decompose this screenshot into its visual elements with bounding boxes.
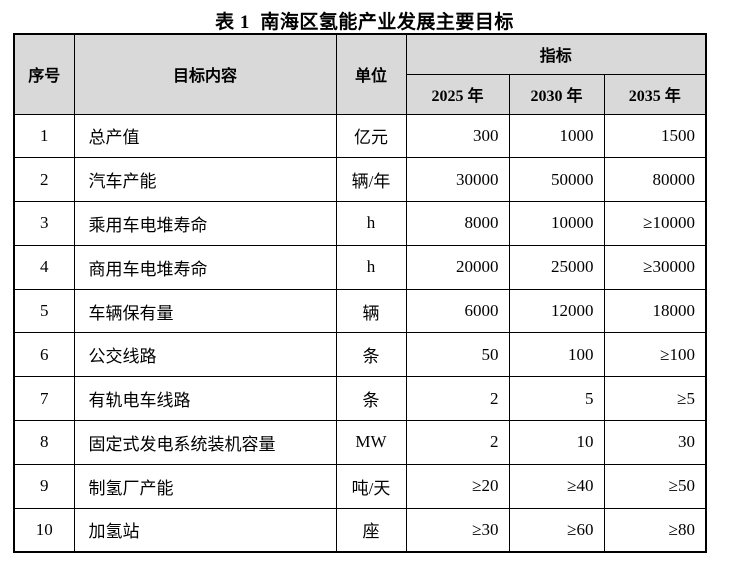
header-year-2030: 2030 年	[508, 73, 605, 115]
table-row: 3 乘用车电堆寿命 h 8000 10000 ≥10000	[13, 201, 707, 246]
row-2030: ≥40	[508, 463, 605, 509]
header-no: 序号	[13, 33, 75, 115]
row-no: 6	[13, 332, 75, 378]
row-no: 7	[13, 376, 75, 422]
row-2035: 30	[603, 420, 707, 465]
row-2035: ≥10000	[603, 201, 707, 246]
row-content: 加氢站	[73, 507, 337, 553]
row-content: 车辆保有量	[73, 288, 337, 334]
row-2030: 10	[508, 420, 605, 465]
row-2035: ≥30000	[603, 244, 707, 290]
row-no: 2	[13, 157, 75, 203]
row-2035: ≥50	[603, 463, 707, 509]
table-row: 6 公交线路 条 50 100 ≥100	[13, 332, 707, 378]
header-indicator: 指标	[405, 33, 707, 75]
row-unit: 辆	[335, 288, 407, 334]
row-2035: ≥80	[603, 507, 707, 553]
table-row: 8 固定式发电系统装机容量 MW 2 10 30	[13, 420, 707, 465]
row-no: 5	[13, 288, 75, 334]
row-2025: 2	[405, 420, 510, 465]
row-2030: 12000	[508, 288, 605, 334]
row-unit: h	[335, 201, 407, 246]
table-title: 表 1 南海区氢能产业发展主要目标	[215, 12, 514, 33]
row-2030: 100	[508, 332, 605, 378]
table-body: 1 总产值 亿元 300 1000 1500 2 汽车产能 辆/年 30000 …	[13, 113, 707, 553]
table-row: 9 制氢厂产能 吨/天 ≥20 ≥40 ≥50	[13, 463, 707, 509]
row-2025: 2	[405, 376, 510, 422]
row-content: 固定式发电系统装机容量	[73, 420, 337, 465]
row-2035: ≥5	[603, 376, 707, 422]
header-unit: 单位	[335, 33, 407, 115]
row-2035: 18000	[603, 288, 707, 334]
row-2025: 300	[405, 113, 510, 159]
row-content: 有轨电车线路	[73, 376, 337, 422]
row-2030: 10000	[508, 201, 605, 246]
row-2030: 50000	[508, 157, 605, 203]
header-year-2035: 2035 年	[603, 73, 707, 115]
row-2030: 1000	[508, 113, 605, 159]
row-unit: 吨/天	[335, 463, 407, 509]
header-content: 目标内容	[73, 33, 337, 115]
row-2025: 50	[405, 332, 510, 378]
row-2025: ≥30	[405, 507, 510, 553]
row-2025: 8000	[405, 201, 510, 246]
row-2030: ≥60	[508, 507, 605, 553]
table-row: 1 总产值 亿元 300 1000 1500	[13, 113, 707, 159]
row-content: 商用车电堆寿命	[73, 244, 337, 290]
row-unit: h	[335, 244, 407, 290]
row-2035: 1500	[603, 113, 707, 159]
row-content: 乘用车电堆寿命	[73, 201, 337, 246]
row-unit: 条	[335, 376, 407, 422]
row-content: 制氢厂产能	[73, 463, 337, 509]
row-no: 9	[13, 463, 75, 509]
row-no: 4	[13, 244, 75, 290]
row-unit: 条	[335, 332, 407, 378]
row-no: 8	[13, 420, 75, 465]
row-unit: 辆/年	[335, 157, 407, 203]
row-content: 公交线路	[73, 332, 337, 378]
table-row: 5 车辆保有量 辆 6000 12000 18000	[13, 288, 707, 334]
row-2025: 20000	[405, 244, 510, 290]
row-no: 10	[13, 507, 75, 553]
table-row: 7 有轨电车线路 条 2 5 ≥5	[13, 376, 707, 422]
row-no: 1	[13, 113, 75, 159]
row-2035: 80000	[603, 157, 707, 203]
goals-table: 序号 目标内容 单位 指标 2025 年 2030 年 2035 年 1 总产值…	[13, 33, 707, 553]
row-2025: 30000	[405, 157, 510, 203]
row-2025: ≥20	[405, 463, 510, 509]
row-content: 汽车产能	[73, 157, 337, 203]
row-content: 总产值	[73, 113, 337, 159]
table-row: 2 汽车产能 辆/年 30000 50000 80000	[13, 157, 707, 203]
header-row-1: 序号 目标内容 单位 指标	[13, 33, 707, 115]
row-2030: 25000	[508, 244, 605, 290]
table-row: 4 商用车电堆寿命 h 20000 25000 ≥30000	[13, 244, 707, 290]
table-header: 序号 目标内容 单位 指标 2025 年 2030 年 2035 年	[13, 33, 707, 115]
row-no: 3	[13, 201, 75, 246]
header-row-2: 2025 年 2030 年 2035 年	[14, 73, 707, 115]
header-year-2025: 2025 年	[405, 73, 510, 115]
row-2035: ≥100	[603, 332, 707, 378]
table-row: 10 加氢站 座 ≥30 ≥60 ≥80	[13, 507, 707, 553]
row-unit: 亿元	[335, 113, 407, 159]
row-2025: 6000	[405, 288, 510, 334]
row-unit: 座	[335, 507, 407, 553]
row-unit: MW	[335, 420, 407, 465]
row-2030: 5	[508, 376, 605, 422]
